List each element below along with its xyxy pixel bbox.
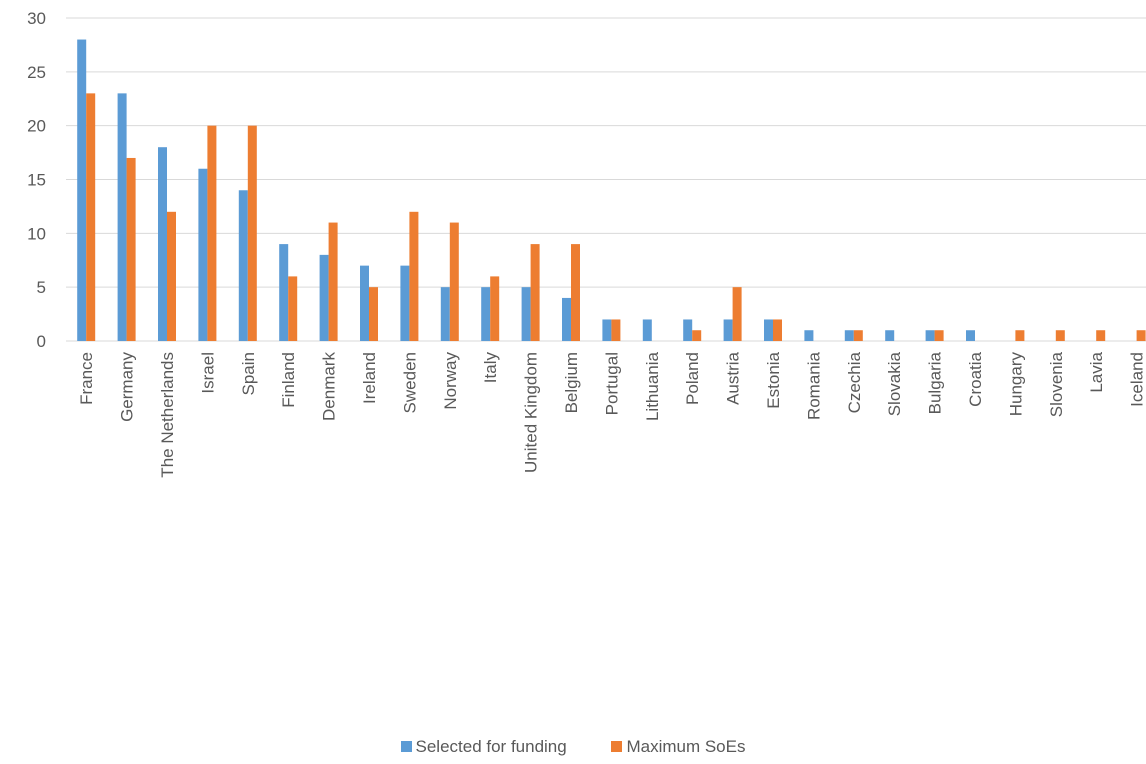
x-category-label: Slovenia (1047, 351, 1066, 417)
x-category-label: Croatia (966, 351, 985, 406)
bar-maximum-soes (490, 276, 500, 341)
legend-swatch-blue (400, 741, 412, 752)
x-category-label: Belgium (562, 352, 581, 413)
bar-selected-for-funding (642, 319, 652, 341)
bar-maximum-soes (732, 287, 742, 341)
x-category-label: Hungary (1006, 352, 1025, 417)
bar-maximum-soes (530, 244, 540, 341)
y-tick-label: 5 (37, 278, 46, 297)
bar-selected-for-funding (279, 244, 289, 341)
y-axis-tick-labels: 0 5 10 15 20 25 30 (27, 9, 46, 351)
x-category-label: Denmark (320, 352, 339, 421)
x-category-label: Portugal (602, 352, 621, 415)
x-category-label: Romania (804, 351, 823, 420)
bar-selected-for-funding (723, 319, 733, 341)
bar-selected-for-funding (158, 147, 167, 341)
bar-maximum-soes (369, 287, 378, 341)
bar-selected-for-funding (198, 168, 208, 341)
bar-maximum-soes (571, 244, 580, 341)
bar-maximum-soes (692, 330, 702, 341)
x-category-label: France (77, 352, 96, 405)
bar-selected-for-funding (238, 190, 248, 341)
x-category-label: Iceland (1128, 352, 1146, 407)
y-tick-label: 0 (37, 332, 46, 351)
y-tick-label: 15 (27, 171, 46, 190)
legend-item-maximum-soes: Maximum SoEs (611, 737, 745, 757)
bar-maximum-soes (449, 222, 459, 341)
bar-selected-for-funding (966, 330, 975, 341)
bar-selected-for-funding (683, 319, 693, 341)
x-category-label: United Kingdom (522, 352, 541, 473)
bar-maximum-soes (126, 157, 136, 341)
x-category-label: The Netherlands (158, 352, 177, 478)
x-category-label: Italy (481, 352, 500, 384)
bar-maximum-soes (773, 319, 782, 341)
bar-maximum-soes (409, 211, 419, 341)
bar-selected-for-funding (77, 39, 87, 342)
y-tick-label: 25 (27, 63, 46, 82)
bar-maximum-soes (288, 276, 298, 341)
bar-maximum-soes (1096, 330, 1106, 341)
bar-maximum-soes (611, 319, 621, 341)
x-category-label: Spain (239, 352, 258, 395)
bar-selected-for-funding (885, 330, 895, 341)
x-category-label: Czechia (845, 351, 864, 413)
bar-maximum-soes (1015, 330, 1025, 341)
bar-selected-for-funding (602, 319, 612, 341)
legend-swatch-orange (611, 741, 623, 752)
x-category-label: Germany (118, 352, 137, 422)
x-category-label: Lavia (1087, 351, 1106, 392)
bar-selected-for-funding (925, 330, 935, 341)
x-category-label: Slovakia (885, 351, 904, 416)
bar-selected-for-funding (804, 330, 814, 341)
gridlines (66, 17, 1146, 342)
x-category-label: Sweden (400, 352, 419, 413)
bar-selected-for-funding (481, 287, 491, 341)
bar-maximum-soes (167, 211, 176, 341)
bar-selected-for-funding (521, 287, 531, 341)
legend: Selected for funding Maximum SoEs (0, 737, 1146, 757)
bar-maximum-soes (853, 330, 863, 341)
bar-selected-for-funding (440, 287, 450, 341)
x-category-label: Austria (724, 351, 743, 404)
x-category-label: Ireland (360, 352, 379, 404)
bar-selected-for-funding (400, 265, 410, 341)
y-tick-label: 30 (27, 9, 46, 28)
bar-maximum-soes (86, 93, 96, 341)
bar-maximum-soes (328, 222, 338, 341)
x-category-label: Poland (683, 352, 702, 405)
x-category-label: Finland (279, 352, 298, 408)
bar-maximum-soes (934, 330, 944, 341)
y-tick-label: 20 (27, 117, 46, 136)
bars (77, 39, 1146, 342)
x-category-label: Norway (441, 352, 460, 410)
bar-selected-for-funding (764, 319, 773, 341)
bar-maximum-soes (1055, 330, 1065, 341)
bar-selected-for-funding (360, 265, 369, 341)
bar-maximum-soes (247, 125, 257, 342)
x-category-label: Bulgaria (926, 351, 945, 414)
bar-maximum-soes (1136, 330, 1146, 341)
legend-item-selected-for-funding: Selected for funding (400, 737, 567, 757)
bar-chart: 0 5 10 15 20 25 30 France Germany The Netherland… (27, 9, 1146, 478)
y-tick-label: 10 (27, 224, 46, 243)
bar-maximum-soes (207, 125, 217, 342)
x-category-label: Israel (198, 352, 217, 394)
legend-label: Selected for funding (415, 737, 567, 756)
bar-selected-for-funding (562, 297, 571, 341)
x-axis-category-labels: France Germany The Netherlands Israel Spain F… (77, 351, 1146, 477)
bar-selected-for-funding (844, 330, 854, 341)
x-category-label: Lithuania (643, 351, 662, 421)
bar-selected-for-funding (319, 254, 329, 341)
x-category-label: Estonia (764, 351, 783, 408)
bar-selected-for-funding (117, 93, 127, 341)
legend-label: Maximum SoEs (626, 737, 746, 756)
